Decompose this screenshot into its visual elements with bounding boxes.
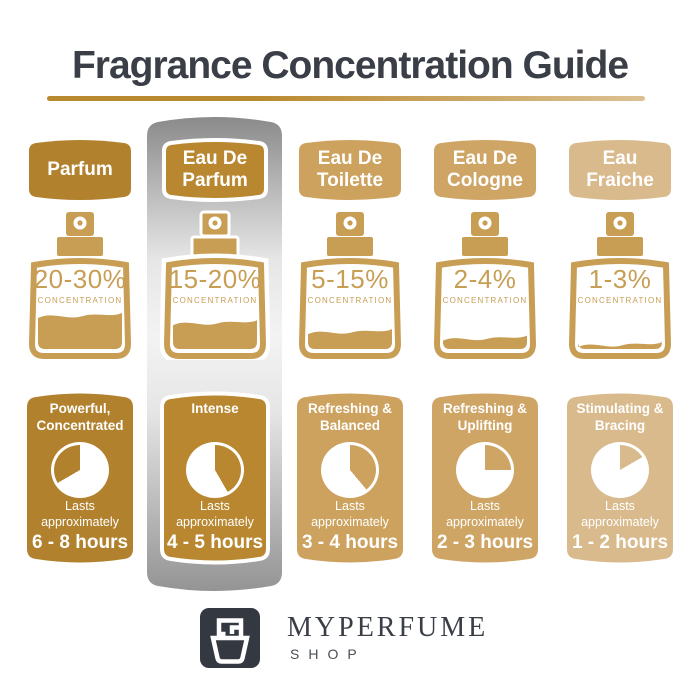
column-header-label: Eau De Toilette bbox=[316, 148, 384, 191]
liquid-fill bbox=[443, 335, 527, 349]
clock-pie-icon bbox=[456, 441, 514, 498]
card-title: Refreshing & Uplifting bbox=[442, 401, 527, 433]
duration-value: 2 - 3 hours bbox=[436, 532, 534, 553]
brand-logo-icon bbox=[200, 608, 260, 668]
lasts-label: Lasts approximately bbox=[176, 498, 254, 529]
column-header: Eau De Parfum bbox=[162, 137, 268, 203]
fragrance-column: Eau Fraiche 1-3% CONCENTRATION Stimulati bbox=[565, 137, 675, 593]
liquid-fill bbox=[308, 329, 392, 349]
sprayer-icon bbox=[327, 212, 373, 256]
column-header: Parfum bbox=[27, 137, 133, 203]
title-underline bbox=[47, 96, 645, 101]
column-header: Eau De Toilette bbox=[297, 137, 403, 203]
columns-row: Parfum 20-30% CONCENTRATION Powerful, Co bbox=[25, 117, 675, 593]
page-title: Fragrance Concentration Guide bbox=[71, 44, 629, 87]
brand-footer: MYPERFUME SHOP bbox=[0, 608, 700, 678]
card-title: Refreshing & Balanced bbox=[307, 401, 392, 433]
concentration-label: CONCENTRATION bbox=[37, 296, 123, 305]
column-header-label: Parfum bbox=[47, 159, 113, 181]
fragrance-column: Eau De Cologne 2-4% CONCENTRATION Refres bbox=[430, 137, 540, 593]
duration-value: 4 - 5 hours bbox=[166, 532, 264, 553]
sprayer-icon bbox=[462, 212, 508, 256]
concentration-label: CONCENTRATION bbox=[577, 296, 663, 305]
liquid-fill bbox=[38, 312, 122, 349]
column-header: Eau Fraiche bbox=[567, 137, 673, 203]
liquid-fill bbox=[173, 320, 257, 349]
lasts-label: Lasts approximately bbox=[41, 498, 119, 529]
clock-pie-icon bbox=[186, 441, 244, 498]
column-header: Eau De Cologne bbox=[432, 137, 538, 203]
lasts-label: Lasts approximately bbox=[446, 498, 524, 529]
info-card: Refreshing & Balanced Lasts approximatel… bbox=[295, 390, 405, 566]
fragrance-column: Eau De Parfum 15-20% CONCENTRATION Inten bbox=[147, 117, 282, 593]
sprayer-icon bbox=[597, 212, 643, 256]
fragrance-column: Eau De Toilette 5-15% CONCENTRATION Refr bbox=[295, 137, 405, 593]
card-title: Intense bbox=[191, 401, 239, 416]
column-header-label: Eau Fraiche bbox=[586, 148, 654, 191]
liquid-fill bbox=[578, 342, 662, 349]
duration-value: 6 - 8 hours bbox=[31, 532, 129, 553]
concentration-value: 20-30% bbox=[33, 264, 127, 294]
sprayer-icon bbox=[190, 210, 240, 258]
column-header-label: Eau De Parfum bbox=[182, 148, 248, 191]
lasts-label: Lasts approximately bbox=[581, 498, 659, 529]
card-title: Powerful, Concentrated bbox=[36, 401, 124, 433]
perfume-bottle-icon bbox=[433, 212, 537, 359]
perfume-bottle-icon bbox=[298, 212, 402, 359]
perfume-bottle-icon bbox=[160, 210, 270, 360]
info-card: Intense Lasts approximately 4 - 5 hours bbox=[160, 390, 270, 566]
concentration-label: CONCENTRATION bbox=[172, 296, 258, 305]
concentration-value: 5-15% bbox=[311, 264, 389, 294]
concentration-value: 2-4% bbox=[453, 264, 517, 294]
sprayer-icon bbox=[57, 212, 103, 256]
concentration-value: 15-20% bbox=[168, 264, 262, 294]
lasts-label: Lasts approximately bbox=[311, 498, 389, 529]
duration-value: 1 - 2 hours bbox=[571, 532, 669, 553]
fragrance-column: Parfum 20-30% CONCENTRATION Powerful, Co bbox=[25, 137, 135, 593]
duration-value: 3 - 4 hours bbox=[301, 532, 399, 553]
brand-subtitle: SHOP bbox=[290, 646, 366, 662]
brand-name: MYPERFUME bbox=[287, 612, 489, 643]
perfume-bottle-icon bbox=[568, 212, 672, 359]
clock-pie-icon bbox=[321, 441, 379, 498]
column-header-label: Eau De Cologne bbox=[447, 148, 523, 191]
card-title: Stimulating & Bracing bbox=[576, 401, 664, 433]
info-card: Stimulating & Bracing Lasts approximatel… bbox=[565, 390, 675, 566]
perfume-bottle-logo-glyph bbox=[210, 618, 250, 664]
clock-pie-icon bbox=[51, 441, 109, 498]
concentration-label: CONCENTRATION bbox=[307, 296, 393, 305]
perfume-bottle-icon bbox=[28, 212, 132, 359]
info-card: Powerful, Concentrated Lasts approximate… bbox=[25, 390, 135, 566]
concentration-label: CONCENTRATION bbox=[442, 296, 528, 305]
info-card: Refreshing & Uplifting Lasts approximate… bbox=[430, 390, 540, 566]
clock-pie-icon bbox=[591, 441, 649, 498]
concentration-value: 1-3% bbox=[588, 264, 652, 294]
